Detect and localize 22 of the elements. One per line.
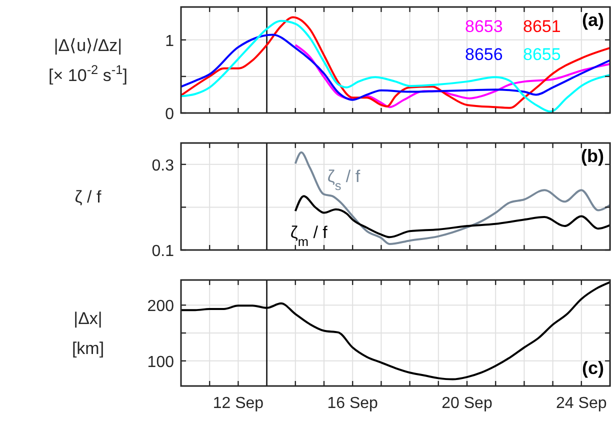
y-axis-title: ζ / f	[74, 188, 102, 206]
annotation: (a)	[582, 10, 604, 30]
y-axis-title: |Δx| [km]	[72, 309, 104, 358]
y-tick-label: 0.1	[152, 243, 174, 260]
series-label: ζ$_{m}$ / f	[290, 223, 328, 249]
y-tick-label: 0.3	[152, 157, 174, 174]
series-label: 8651	[523, 17, 561, 36]
y-axis-title: |Δ⟨u⟩/Δz| [× 10$^{-2}$ s$^{-1}$]	[48, 36, 128, 85]
y-tick-label: 1	[165, 32, 174, 50]
x-tick-label: 12 Sep	[212, 395, 264, 412]
annotation: (b)	[581, 146, 604, 166]
y-tick-label: 200	[147, 298, 174, 316]
series-label: 8656	[465, 45, 503, 64]
x-tick-label: 16 Sep	[327, 395, 378, 412]
x-tick-label: 24 Sep	[556, 395, 607, 412]
text: 8653	[465, 17, 503, 36]
y-tick-label: 0	[165, 106, 174, 123]
x-tick-label: 20 Sep	[442, 395, 492, 412]
y-tick-label: 100	[147, 354, 174, 371]
series-label: ζ$_{s}$ / f	[327, 167, 360, 193]
series-label: 8655	[523, 45, 561, 64]
annotation: (c)	[582, 358, 604, 378]
